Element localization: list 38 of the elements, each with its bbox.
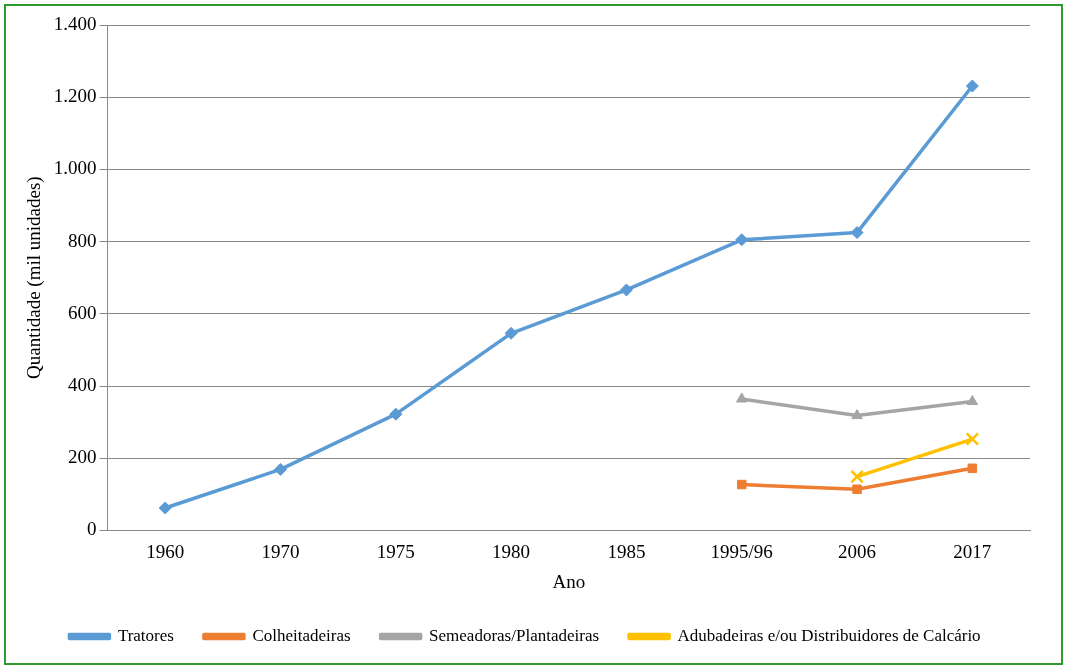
y-tick-label: 600: [68, 301, 97, 323]
point: [965, 79, 979, 93]
x-tick-label: 1980: [492, 540, 531, 562]
y-tick-label: 200: [68, 446, 97, 468]
y-tick-label: 1.400: [53, 12, 97, 34]
point: [619, 283, 633, 297]
point: [852, 484, 862, 494]
point: [504, 326, 518, 340]
point: [965, 432, 980, 446]
point: [736, 392, 748, 403]
point: [850, 469, 864, 484]
point: [966, 395, 979, 406]
x-tick-label: 2017: [953, 540, 992, 562]
point: [967, 463, 978, 474]
y-tick-label: 1.200: [53, 85, 97, 107]
legend-label: Tratores: [117, 625, 174, 645]
x-tick-label: 1975: [376, 540, 415, 562]
y-tick-label: 0: [87, 518, 97, 540]
point: [850, 226, 864, 240]
legend-label: Colheitadeiras: [252, 625, 351, 645]
x-tick-label: 1985: [607, 540, 646, 562]
legend-label: Semeadoras/Plantadeiras: [429, 625, 600, 645]
x-axis-title: Ano: [552, 570, 586, 592]
y-tick-label: 400: [68, 373, 97, 395]
x-tick-label: 1970: [261, 540, 300, 562]
y-tick-label: 800: [68, 229, 97, 251]
y-axis-title: Quantidade (mil unidades): [23, 176, 46, 379]
point: [158, 501, 172, 515]
x-tick-label: 1995/96: [710, 540, 773, 562]
x-tick-label: 2006: [838, 540, 877, 562]
point: [735, 233, 749, 247]
point: [736, 479, 747, 490]
point: [274, 462, 288, 476]
y-tick-label: 1.000: [53, 157, 97, 179]
x-tick-label: 1960: [146, 540, 185, 562]
point: [851, 409, 863, 420]
point: [389, 407, 403, 421]
legend-label: Adubadeiras e/ou Distribuidores de Calcário: [677, 625, 981, 645]
